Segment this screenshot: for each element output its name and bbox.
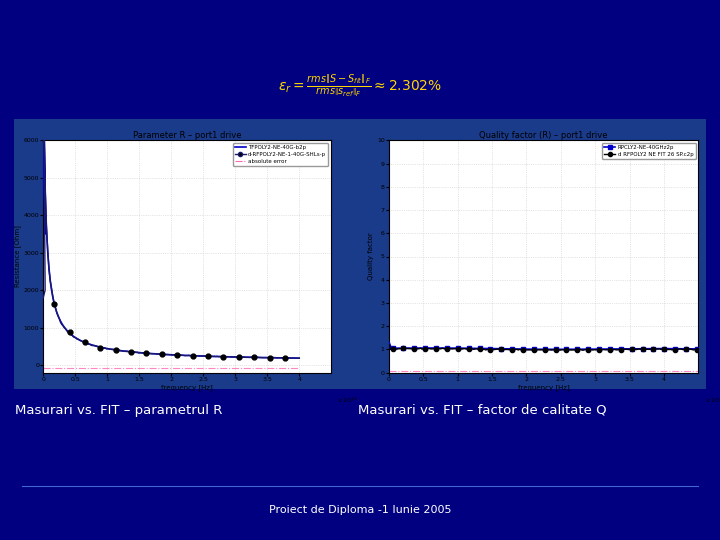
- Legend: TFPOLY2-NE-40G-b2p, d-RFPOLY2-NE-1-40G-SHLs-p, absolute error: TFPOLY2-NE-40G-b2p, d-RFPOLY2-NE-1-40G-S…: [233, 143, 328, 166]
- d-RFPOLY2-NE-1-40G-SHLs-p: [295, 355, 304, 361]
- TFPOLY2-NE-40G-b2p: [40, 107, 48, 113]
- d RFPOLY2 NE FIT 26 SP.c2p: [384, 341, 393, 348]
- absolute error: [171, 365, 180, 372]
- absolute error: [39, 365, 48, 372]
- TFPOLY2-NE-40G-b2p: [173, 352, 181, 359]
- d RFPOLY2 NE FIT 26 SP.c2p: [577, 347, 586, 353]
- d-RFPOLY2-NE-1-40G-SHLs-p: [40, 105, 48, 112]
- Text: Masurari vs. FIT – parametrul R: Masurari vs. FIT – parametrul R: [15, 404, 222, 417]
- TFPOLY2-NE-40G-b2p: [104, 346, 112, 352]
- Title: Parameter R – port1 drive: Parameter R – port1 drive: [133, 131, 241, 140]
- RPCLY2-NE-40GHz2p: [384, 339, 393, 346]
- Line: d-RFPOLY2-NE-1-40G-SHLs-p: d-RFPOLY2-NE-1-40G-SHLs-p: [43, 109, 300, 358]
- Legend: RPCLY2-NE-40GHz2p, d RFPOLY2 NE FIT 26 SP.c2p: RPCLY2-NE-40GHz2p, d RFPOLY2 NE FIT 26 S…: [602, 143, 696, 159]
- absolute error: [295, 365, 304, 372]
- X-axis label: frequency [Hz]: frequency [Hz]: [518, 384, 570, 391]
- d RFPOLY2 NE FIT 26 SP.c2p: [418, 346, 426, 353]
- TFPOLY2-NE-40G-b2p: [251, 354, 260, 361]
- Y-axis label: Quality factor: Quality factor: [368, 233, 374, 280]
- TFPOLY2-NE-40G-b2p: [295, 355, 304, 361]
- RPCLY2-NE-40GHz2p: [577, 346, 586, 353]
- d RFPOLY2 NE FIT 26 SP.c2p: [694, 346, 703, 353]
- absolute error: [192, 365, 201, 372]
- Line: TFPOLY2-NE-40G-b2p: TFPOLY2-NE-40G-b2p: [43, 110, 300, 358]
- d RFPOLY2 NE FIT 26 SP.c2p: [393, 346, 402, 352]
- absolute error: [250, 365, 258, 372]
- TFPOLY2-NE-40G-b2p: [39, 145, 48, 151]
- TFPOLY2-NE-40G-b2p: [166, 352, 174, 358]
- RPCLY2-NE-40GHz2p: [694, 346, 703, 352]
- Text: x 10$^{10}$: x 10$^{10}$: [705, 396, 720, 405]
- d-RFPOLY2-NE-1-40G-SHLs-p: [104, 346, 112, 352]
- absolute error: [102, 365, 111, 372]
- RPCLY2-NE-40GHz2p: [393, 345, 402, 352]
- RPCLY2-NE-40GHz2p: [397, 345, 406, 352]
- d-RFPOLY2-NE-1-40G-SHLs-p: [289, 355, 298, 361]
- d RFPOLY2 NE FIT 26 SP.c2p: [621, 346, 630, 353]
- absolute error: [164, 365, 173, 372]
- d RFPOLY2 NE FIT 26 SP.c2p: [397, 346, 406, 352]
- d-RFPOLY2-NE-1-40G-SHLs-p: [173, 352, 181, 359]
- Y-axis label: Resistance [Ohm]: Resistance [Ohm]: [14, 226, 21, 287]
- TFPOLY2-NE-40G-b2p: [289, 355, 298, 361]
- d-RFPOLY2-NE-1-40G-SHLs-p: [39, 294, 48, 301]
- d-RFPOLY2-NE-1-40G-SHLs-p: [166, 352, 174, 358]
- RPCLY2-NE-40GHz2p: [621, 346, 630, 352]
- TFPOLY2-NE-40G-b2p: [194, 353, 202, 359]
- RPCLY2-NE-40GHz2p: [553, 346, 562, 353]
- Text: $\varepsilon_r = \frac{rms\left\|S - S_{fit}\right\|_F}{rms\left\|s_{ref}\right\: $\varepsilon_r = \frac{rms\left\|S - S_{…: [278, 73, 442, 100]
- X-axis label: frequency [Hz]: frequency [Hz]: [161, 384, 213, 391]
- d-RFPOLY2-NE-1-40G-SHLs-p: [251, 354, 260, 361]
- RPCLY2-NE-40GHz2p: [418, 345, 426, 351]
- Line: RPCLY2-NE-40GHz2p: RPCLY2-NE-40GHz2p: [389, 342, 698, 349]
- Text: x 10$^{10}$: x 10$^{10}$: [337, 396, 358, 405]
- Text: Proiect de Diploma -1 Iunie 2005: Proiect de Diploma -1 Iunie 2005: [269, 505, 451, 515]
- absolute error: [289, 365, 297, 372]
- Title: Quality factor (R) – port1 drive: Quality factor (R) – port1 drive: [480, 131, 608, 140]
- RPCLY2-NE-40GHz2p: [466, 345, 474, 352]
- d RFPOLY2 NE FIT 26 SP.c2p: [517, 347, 526, 354]
- Line: d RFPOLY2 NE FIT 26 SP.c2p: d RFPOLY2 NE FIT 26 SP.c2p: [389, 345, 698, 350]
- Text: Masurari vs. FIT – factor de calitate Q: Masurari vs. FIT – factor de calitate Q: [358, 404, 607, 417]
- d-RFPOLY2-NE-1-40G-SHLs-p: [194, 353, 202, 359]
- d RFPOLY2 NE FIT 26 SP.c2p: [466, 345, 474, 352]
